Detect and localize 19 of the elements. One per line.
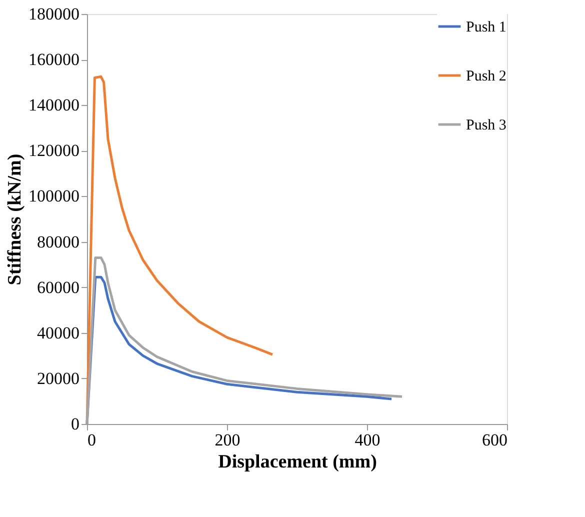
x-tick-label: 400 xyxy=(354,430,380,450)
y-axis-title: Stiffness (kN/m) xyxy=(4,154,26,286)
y-tick-label: 140000 xyxy=(28,96,80,115)
y-tick-label: 0 xyxy=(71,414,80,434)
y-tick-label: 120000 xyxy=(28,141,80,160)
x-axis-title: Displacement (mm) xyxy=(218,452,377,472)
y-tick-label: 160000 xyxy=(28,50,80,70)
y-tick-label: 60000 xyxy=(37,278,80,297)
legend-label: Push 2 xyxy=(466,68,506,84)
x-tick-label: 0 xyxy=(88,430,96,450)
legend-label: Push 3 xyxy=(466,118,506,134)
x-tick-label: 200 xyxy=(214,430,240,450)
y-tick-label: 40000 xyxy=(37,323,80,342)
y-tick-label: 180000 xyxy=(28,4,80,24)
y-tick-label: 100000 xyxy=(28,186,80,206)
x-tick-label: 600 xyxy=(482,430,508,450)
y-tick-label: 20000 xyxy=(37,368,80,388)
y-tick-label: 80000 xyxy=(37,232,80,252)
legend-label: Push 1 xyxy=(466,20,506,36)
